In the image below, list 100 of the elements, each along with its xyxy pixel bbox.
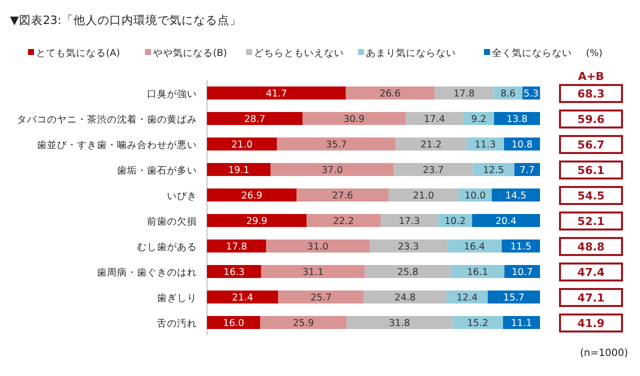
bar [492, 188, 540, 202]
data-label: 25.9 [292, 318, 314, 329]
data-label: 26.6 [380, 88, 401, 100]
data-label: 5.3 [524, 88, 539, 100]
data-label: 17.8 [226, 242, 248, 252]
data-label: 11.5 [510, 242, 532, 252]
bar [306, 214, 380, 227]
y-tick-label: いびき [167, 191, 197, 202]
bar [380, 214, 438, 227]
bar [278, 290, 364, 304]
bar [488, 290, 540, 304]
data-label: 10.2 [444, 216, 466, 227]
data-label: 31.1 [302, 267, 324, 278]
bar [276, 138, 396, 150]
data-label: 16.0 [223, 318, 244, 329]
data-label: 10.0 [464, 190, 486, 202]
data-label: 14.5 [505, 190, 526, 202]
data-label: 21.4 [232, 292, 254, 304]
bar [434, 86, 494, 100]
data-label: 12.5 [482, 165, 504, 176]
data-label: 21.2 [420, 140, 442, 150]
bar [388, 188, 458, 202]
bar [260, 316, 347, 329]
data-label: 8.6 [500, 88, 516, 100]
data-label: 31.8 [388, 318, 410, 329]
data-label: 31.0 [307, 242, 328, 252]
data-label: 12.4 [456, 292, 478, 304]
bar [270, 163, 394, 176]
data-label: 9.2 [471, 114, 486, 125]
data-label: 15.7 [503, 292, 524, 304]
data-label: 16.3 [224, 267, 245, 278]
data-label: 20.4 [495, 216, 517, 227]
data-label: 25.8 [397, 267, 418, 278]
data-label: 17.8 [454, 88, 475, 100]
bar [207, 316, 260, 329]
bar [261, 265, 365, 278]
legend-label: あまり気にならない [366, 48, 456, 59]
bar [370, 240, 448, 252]
data-label: 11.3 [474, 140, 496, 150]
bar [207, 265, 262, 278]
data-label: 41.7 [266, 88, 288, 100]
y-tick-label: 歯垢・歯石が多い [117, 164, 197, 176]
bar [346, 86, 434, 100]
data-label: 21.0 [412, 190, 434, 202]
bar [346, 316, 452, 329]
data-label: 23.7 [422, 165, 444, 176]
data-label: 23.3 [398, 242, 419, 252]
text: (%) [586, 48, 602, 59]
bar [472, 214, 540, 227]
bar [266, 240, 370, 252]
data-label: 19.1 [228, 165, 250, 176]
y-tick-label: 舌の汚れ [157, 318, 197, 330]
bar [452, 316, 504, 329]
data-label: 17.3 [398, 216, 420, 227]
bar [514, 163, 540, 176]
text: A+B [578, 70, 604, 83]
data-label: 25.7 [310, 292, 332, 304]
data-label: 24.8 [394, 292, 416, 304]
data-label: 16.4 [464, 242, 485, 252]
chart-title: ▼図表23:「他人の口内環境で気になる点」 [10, 13, 242, 27]
bar [450, 265, 504, 278]
bar [302, 112, 406, 125]
y-tick-label: タバコのヤニ・茶渋の沈着・歯の黄ばみ [17, 114, 197, 126]
y-tick-label: 前歯の欠損 [147, 216, 197, 228]
data-label: 7.7 [520, 165, 535, 176]
y-tick-label: 歯周病・歯ぐきのはれ [97, 266, 197, 278]
y-tick-label: 口臭が強い [147, 88, 197, 100]
data-label: 26.9 [241, 190, 262, 202]
bar [207, 214, 307, 227]
data-label: 37.0 [322, 165, 343, 176]
data-label: 10.8 [511, 140, 533, 150]
data-label: 29.9 [246, 216, 268, 227]
data-label: 17.4 [424, 114, 446, 125]
bar [472, 163, 514, 176]
data-label: 10.7 [512, 267, 533, 278]
y-tick-label: むし歯がある [137, 241, 197, 253]
legend-label: どちらともいえない [254, 48, 344, 59]
data-label: 21.0 [231, 140, 253, 150]
bar [396, 138, 466, 150]
data-label: 13.8 [506, 114, 528, 125]
legend-label: 全く気にならない [492, 47, 572, 59]
data-label: 15.2 [467, 318, 488, 329]
data-label: 22.2 [332, 216, 354, 227]
legend-label: やや気になる(B) [153, 48, 227, 59]
data-label: 11.1 [510, 318, 532, 329]
bar [207, 188, 297, 202]
legend-label: とても気になる(A) [36, 48, 120, 59]
data-label: 30.9 [343, 114, 365, 125]
data-label: 35.7 [326, 140, 347, 150]
y-tick-label: 歯ぎしり [157, 292, 197, 304]
bar [207, 290, 278, 304]
bar [364, 265, 451, 278]
bar [207, 112, 303, 125]
bar [394, 163, 473, 176]
bar [447, 240, 502, 252]
bar [207, 240, 266, 252]
data-label: 16.1 [466, 267, 488, 278]
data-label: 28.7 [244, 114, 266, 125]
bar [207, 86, 346, 100]
bar [364, 290, 446, 304]
